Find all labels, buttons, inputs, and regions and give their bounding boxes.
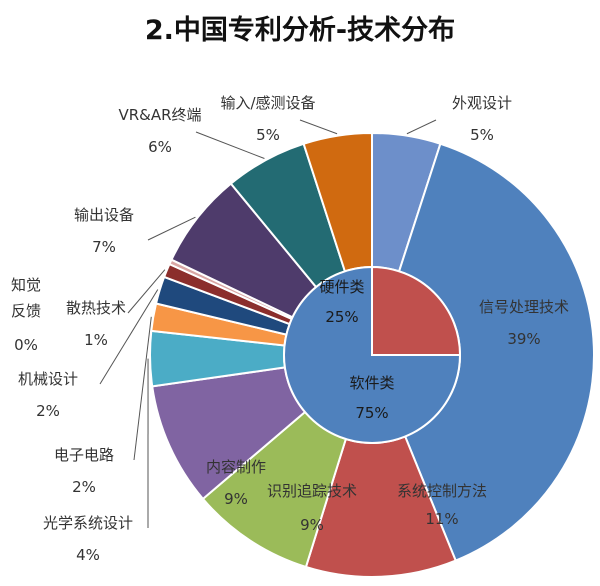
inner-pie	[283, 265, 462, 444]
inner-label-0: 硬件类	[319, 278, 364, 296]
outer-pct-8: 1%	[84, 331, 108, 349]
outer-label-12: 输入/感测设备	[220, 94, 315, 112]
leader-line-10	[147, 216, 196, 241]
inner-slice-1	[283, 265, 462, 444]
outer-pct-7: 2%	[36, 402, 60, 420]
outer-pct-4: 9%	[224, 490, 248, 508]
leader-line-11	[195, 131, 265, 159]
outer-label-3: 识别追踪技术	[267, 482, 357, 500]
outer-pct-9: 0%	[14, 336, 38, 354]
outer-ring	[149, 131, 595, 578]
outer-label-2: 系统控制方法	[397, 482, 487, 500]
leader-line-6	[133, 316, 152, 461]
outer-pct-3: 9%	[300, 516, 324, 534]
outer-label-7: 机械设计	[18, 370, 78, 388]
inner-label-1: 软件类	[349, 374, 394, 392]
outer-pct-2: 11%	[425, 510, 458, 528]
outer-label-9: 知觉反馈	[11, 276, 41, 320]
leader-line-12	[299, 119, 338, 135]
outer-pct-11: 6%	[148, 138, 172, 156]
slice-labels: 硬件类 25% 软件类 75% 外观设计 5% 信号处理技术 39% 系统控制方法 11% 识别追踪…	[11, 94, 569, 564]
outer-label-4: 内容制作	[206, 458, 266, 476]
outer-label-8: 散热技术	[66, 299, 126, 317]
leader-line-7	[99, 289, 159, 385]
outer-pct-1: 39%	[507, 330, 540, 348]
outer-label-6: 电子电路	[54, 446, 114, 464]
outer-label-1: 信号处理技术	[479, 298, 569, 316]
outer-pct-12: 5%	[256, 126, 280, 144]
outer-pct-10: 7%	[92, 238, 116, 256]
outer-pct-5: 4%	[76, 546, 100, 564]
chart-title: 2.中国专利分析-技术分布	[144, 15, 456, 46]
outer-label-10: 输出设备	[74, 206, 134, 224]
outer-label-0: 外观设计	[452, 94, 512, 112]
inner-pct-0: 25%	[325, 308, 358, 326]
outer-pct-6: 2%	[72, 478, 96, 496]
outer-label-11: VR&AR终端	[118, 106, 201, 124]
leader-line-8	[127, 269, 166, 314]
outer-pct-0: 5%	[470, 126, 494, 144]
inner-slice-0	[371, 265, 462, 356]
leader-line-0	[406, 119, 437, 135]
leader-lines	[99, 119, 437, 529]
outer-label-5: 光学系统设计	[43, 514, 133, 532]
inner-pct-1: 75%	[355, 404, 388, 422]
